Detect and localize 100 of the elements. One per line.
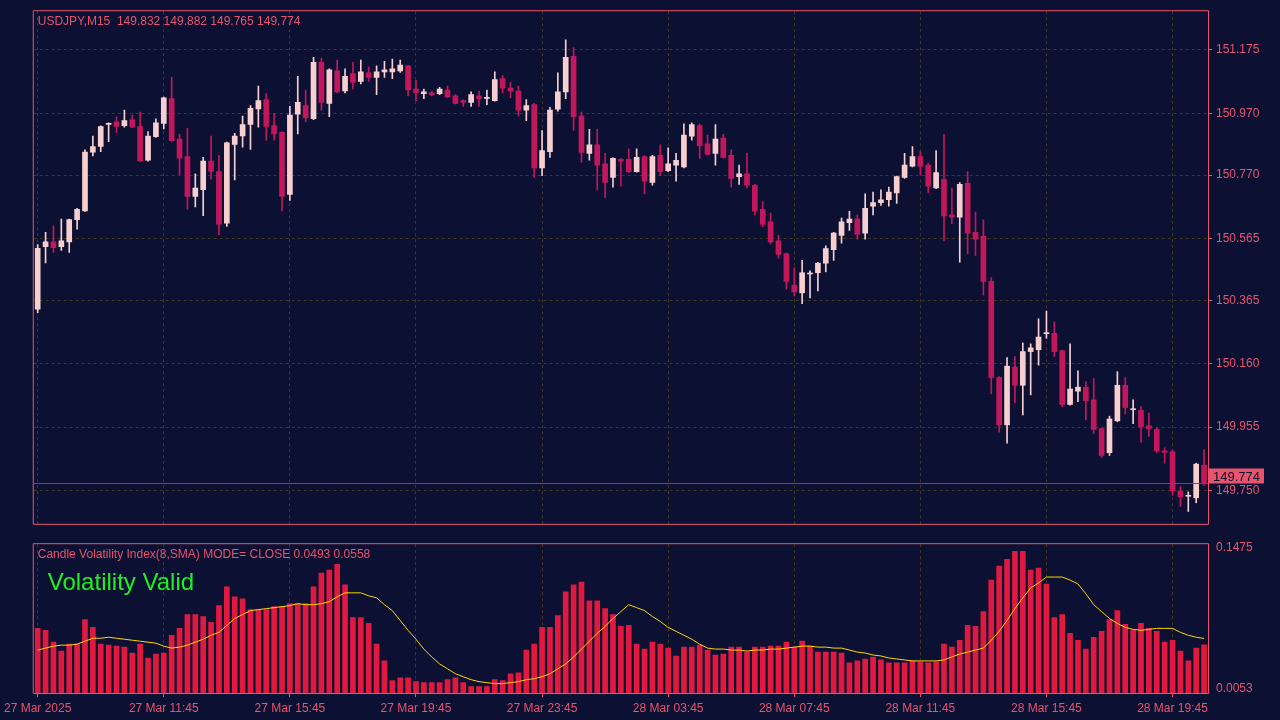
y-tick-label: 150.160: [1216, 355, 1260, 370]
bar: [949, 646, 955, 693]
bar: [736, 646, 742, 693]
bar: [555, 615, 561, 693]
x-tick-label: 27 Mar 23:45: [506, 700, 578, 715]
bar: [436, 682, 443, 693]
bar: [862, 658, 869, 693]
bar: [82, 619, 88, 693]
x-tick-label: 28 Mar 07:45: [758, 700, 830, 715]
y-tick-label: 150.365: [1216, 292, 1260, 307]
y-tick-label: 149.750: [1216, 482, 1260, 497]
x-tick-label: 27 Mar 19:45: [380, 700, 452, 715]
x-tick-label: 27 Mar 2025: [4, 700, 72, 715]
bar: [208, 622, 214, 693]
bar: [618, 626, 624, 693]
bar: [1012, 551, 1018, 693]
bar: [342, 584, 348, 693]
x-tick-label: 27 Mar 11:45: [128, 700, 200, 715]
bar: [1004, 558, 1010, 693]
bar: [145, 657, 151, 693]
annotation: Volatility Valid: [47, 568, 195, 596]
bar: [413, 681, 419, 693]
bar: [428, 682, 435, 693]
bar: [389, 680, 396, 693]
bar: [1185, 660, 1192, 693]
bar: [610, 614, 616, 693]
bar: [744, 651, 750, 693]
bar: [334, 563, 340, 693]
x-tick-label: 28 Mar 19:45: [1137, 700, 1209, 715]
bar: [153, 653, 159, 693]
bar: [357, 617, 364, 693]
bar: [681, 646, 687, 693]
bar: [594, 600, 601, 693]
y-tick-label: 150.770: [1216, 167, 1260, 182]
y-tick-label: 150.970: [1216, 105, 1260, 120]
bar: [539, 627, 545, 693]
y-tick-label: 150.565: [1216, 230, 1260, 245]
bar: [752, 646, 758, 693]
x-tick-label: 28 Mar 03:45: [632, 700, 704, 715]
bar: [224, 586, 230, 693]
bar: [1153, 631, 1160, 693]
bar: [933, 661, 939, 693]
bar: [90, 627, 96, 693]
bar: [988, 579, 995, 693]
bar: [1193, 647, 1200, 693]
bar: [531, 643, 538, 693]
bar: [1075, 639, 1081, 693]
bar: [799, 640, 805, 693]
bar: [468, 686, 474, 693]
bar: [696, 644, 703, 693]
x-tick-label: 28 Mar 11:45: [885, 700, 956, 715]
y-tick-label: 149.955: [1216, 419, 1260, 434]
bar: [657, 643, 664, 693]
bar: [1130, 630, 1136, 693]
bar: [547, 627, 553, 693]
bar: [444, 679, 451, 693]
bar: [1019, 551, 1026, 693]
bar: [271, 606, 277, 693]
bar: [925, 662, 932, 693]
bar: [523, 649, 530, 693]
bar: [294, 603, 301, 693]
x-tick-label: 27 Mar 15:45: [254, 700, 326, 715]
bar: [216, 605, 222, 693]
bar: [200, 616, 207, 693]
bar: [759, 646, 766, 693]
bar: [263, 609, 270, 693]
bar: [160, 652, 167, 693]
bar: [807, 645, 813, 693]
bar: [878, 659, 884, 693]
chart-title: USDJPY,M15 149.832 149.882 149.765 149.774: [37, 14, 301, 29]
bar: [996, 565, 1002, 693]
bar: [791, 646, 798, 693]
bar: [1027, 569, 1034, 693]
bar: [74, 643, 80, 693]
bar: [129, 652, 136, 693]
bar: [34, 628, 41, 693]
bar: [192, 614, 199, 693]
bar: [168, 634, 175, 693]
bar: [1067, 632, 1073, 693]
bar: [405, 677, 411, 693]
ref-line-label: 149.774: [1213, 468, 1260, 484]
bar: [1146, 628, 1152, 693]
bar: [476, 686, 482, 693]
bar: [1122, 624, 1129, 693]
bar: [673, 655, 679, 693]
y-tick-label: 151.175: [1216, 42, 1260, 57]
bar: [625, 625, 632, 693]
bar: [397, 677, 404, 693]
bar: [728, 646, 735, 693]
bar: [893, 662, 900, 693]
bar: [279, 606, 285, 693]
bar: [452, 677, 459, 693]
bar: [602, 608, 608, 693]
bar: [870, 656, 876, 693]
chart-title: Candle Volatility Index(8,SMA) MODE= CLOSE 0.0493 0.0558: [37, 547, 371, 562]
bar: [956, 639, 963, 693]
bar: [326, 569, 333, 693]
bar: [460, 682, 467, 693]
y-tick-label: 0.0053: [1216, 680, 1254, 695]
bar: [822, 651, 829, 693]
